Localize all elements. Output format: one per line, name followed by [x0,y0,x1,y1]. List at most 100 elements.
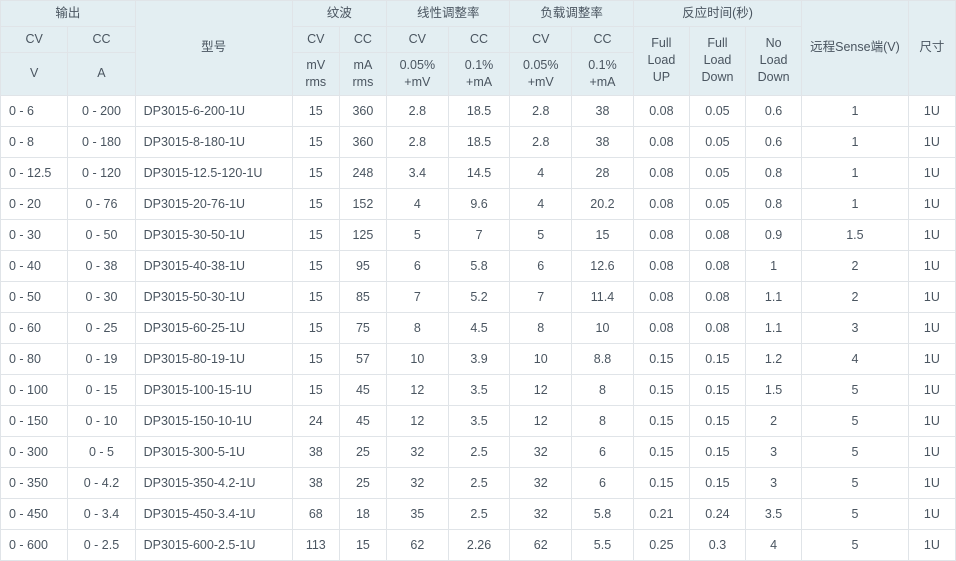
cell-model: DP3015-600-2.5-1U [135,529,292,560]
cell-time-down: 0.05 [689,157,745,188]
cell-load-cc: 5.5 [572,529,634,560]
cell-load-cv: 8 [510,312,572,343]
cell-time-up: 0.08 [633,219,689,250]
cell-ripple-cv: 113 [292,529,339,560]
cell-size: 1U [908,405,955,436]
cell-time-nodown: 3 [746,436,802,467]
cell-ripple-cc: 360 [339,126,386,157]
cell-time-up: 0.15 [633,436,689,467]
cell-size: 1U [908,374,955,405]
cell-model: DP3015-40-38-1U [135,250,292,281]
hdr-no-down: No Load Down [746,26,802,95]
cell-sense: 2 [802,281,909,312]
cell-ripple-cc: 45 [339,374,386,405]
cell-size: 1U [908,126,955,157]
cell-sense: 5 [802,405,909,436]
cell-ripple-cv: 15 [292,219,339,250]
cell-model: DP3015-12.5-120-1U [135,157,292,188]
cell-time-down: 0.08 [689,281,745,312]
cell-model: DP3015-6-200-1U [135,95,292,126]
cell-time-up: 0.25 [633,529,689,560]
cell-ripple-cc: 45 [339,405,386,436]
table-row: 0 - 4500 - 3.4DP3015-450-3.4-1U6818352.5… [1,498,956,529]
cell-line-cc: 18.5 [448,126,510,157]
hdr-size: 尺寸 [908,1,955,96]
cell-load-cc: 6 [572,436,634,467]
table-row: 0 - 80 - 180DP3015-8-180-1U153602.818.52… [1,126,956,157]
cell-load-cc: 28 [572,157,634,188]
cell-load-cc: 6 [572,467,634,498]
cell-time-down: 0.08 [689,219,745,250]
hdr-mv-rms: mV rms [292,52,339,95]
cell-time-down: 0.24 [689,498,745,529]
cell-time-down: 0.15 [689,374,745,405]
cell-output-cc: 0 - 180 [68,126,135,157]
cell-line-cv: 6 [386,250,448,281]
cell-time-nodown: 0.8 [746,157,802,188]
cell-ripple-cv: 15 [292,374,339,405]
cell-size: 1U [908,250,955,281]
cell-load-cc: 15 [572,219,634,250]
cell-ripple-cc: 57 [339,343,386,374]
cell-size: 1U [908,188,955,219]
cell-time-nodown: 1.5 [746,374,802,405]
cell-load-cv: 12 [510,405,572,436]
cell-output-cv: 0 - 8 [1,126,68,157]
cell-load-cv: 32 [510,498,572,529]
cell-line-cv: 32 [386,467,448,498]
cell-output-cv: 0 - 600 [1,529,68,560]
cell-load-cv: 62 [510,529,572,560]
cell-time-up: 0.15 [633,343,689,374]
cell-sense: 1 [802,157,909,188]
cell-size: 1U [908,95,955,126]
cell-ripple-cc: 25 [339,436,386,467]
cell-output-cv: 0 - 100 [1,374,68,405]
cell-load-cc: 8 [572,374,634,405]
cell-ripple-cv: 15 [292,126,339,157]
cell-output-cv: 0 - 12.5 [1,157,68,188]
cell-sense: 5 [802,498,909,529]
cell-model: DP3015-80-19-1U [135,343,292,374]
cell-size: 1U [908,436,955,467]
cell-load-cc: 38 [572,95,634,126]
cell-time-up: 0.15 [633,374,689,405]
cell-time-down: 0.15 [689,343,745,374]
hdr-ma-rms: mA rms [339,52,386,95]
cell-line-cv: 2.8 [386,126,448,157]
cell-output-cc: 0 - 120 [68,157,135,188]
cell-time-up: 0.21 [633,498,689,529]
table-row: 0 - 800 - 19DP3015-80-19-1U1557103.9108.… [1,343,956,374]
table-row: 0 - 400 - 38DP3015-40-38-1U159565.8612.6… [1,250,956,281]
cell-time-down: 0.08 [689,250,745,281]
cell-ripple-cc: 75 [339,312,386,343]
cell-load-cc: 11.4 [572,281,634,312]
cell-time-up: 0.08 [633,157,689,188]
hdr-full-up: Full Load UP [633,26,689,95]
hdr-line-reg: 线性调整率 [386,1,509,27]
cell-size: 1U [908,281,955,312]
cell-line-cv: 12 [386,374,448,405]
cell-output-cc: 0 - 4.2 [68,467,135,498]
cell-ripple-cv: 15 [292,343,339,374]
cell-size: 1U [908,343,955,374]
cell-output-cc: 0 - 25 [68,312,135,343]
hdr-pct-mv: 0.05% +mV [386,52,448,95]
cell-time-down: 0.3 [689,529,745,560]
cell-line-cv: 10 [386,343,448,374]
cell-time-down: 0.08 [689,312,745,343]
cell-line-cc: 2.5 [448,498,510,529]
cell-line-cv: 4 [386,188,448,219]
cell-line-cc: 2.26 [448,529,510,560]
cell-ripple-cv: 15 [292,188,339,219]
cell-time-up: 0.15 [633,467,689,498]
cell-sense: 5 [802,529,909,560]
hdr-ripple-cc: CC [339,26,386,52]
cell-output-cv: 0 - 60 [1,312,68,343]
cell-line-cv: 35 [386,498,448,529]
cell-ripple-cv: 24 [292,405,339,436]
hdr-output-cc: CC [68,26,135,52]
cell-ripple-cc: 248 [339,157,386,188]
cell-output-cv: 0 - 50 [1,281,68,312]
cell-load-cv: 2.8 [510,95,572,126]
cell-sense: 3 [802,312,909,343]
